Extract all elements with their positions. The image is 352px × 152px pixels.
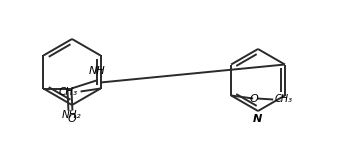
Text: O: O xyxy=(250,93,258,104)
Text: CH₃: CH₃ xyxy=(59,86,78,97)
Text: NH₂: NH₂ xyxy=(62,110,82,120)
Text: O: O xyxy=(68,114,77,123)
Text: CH₃: CH₃ xyxy=(274,95,292,105)
Text: N: N xyxy=(252,114,262,124)
Text: NH: NH xyxy=(89,67,106,76)
